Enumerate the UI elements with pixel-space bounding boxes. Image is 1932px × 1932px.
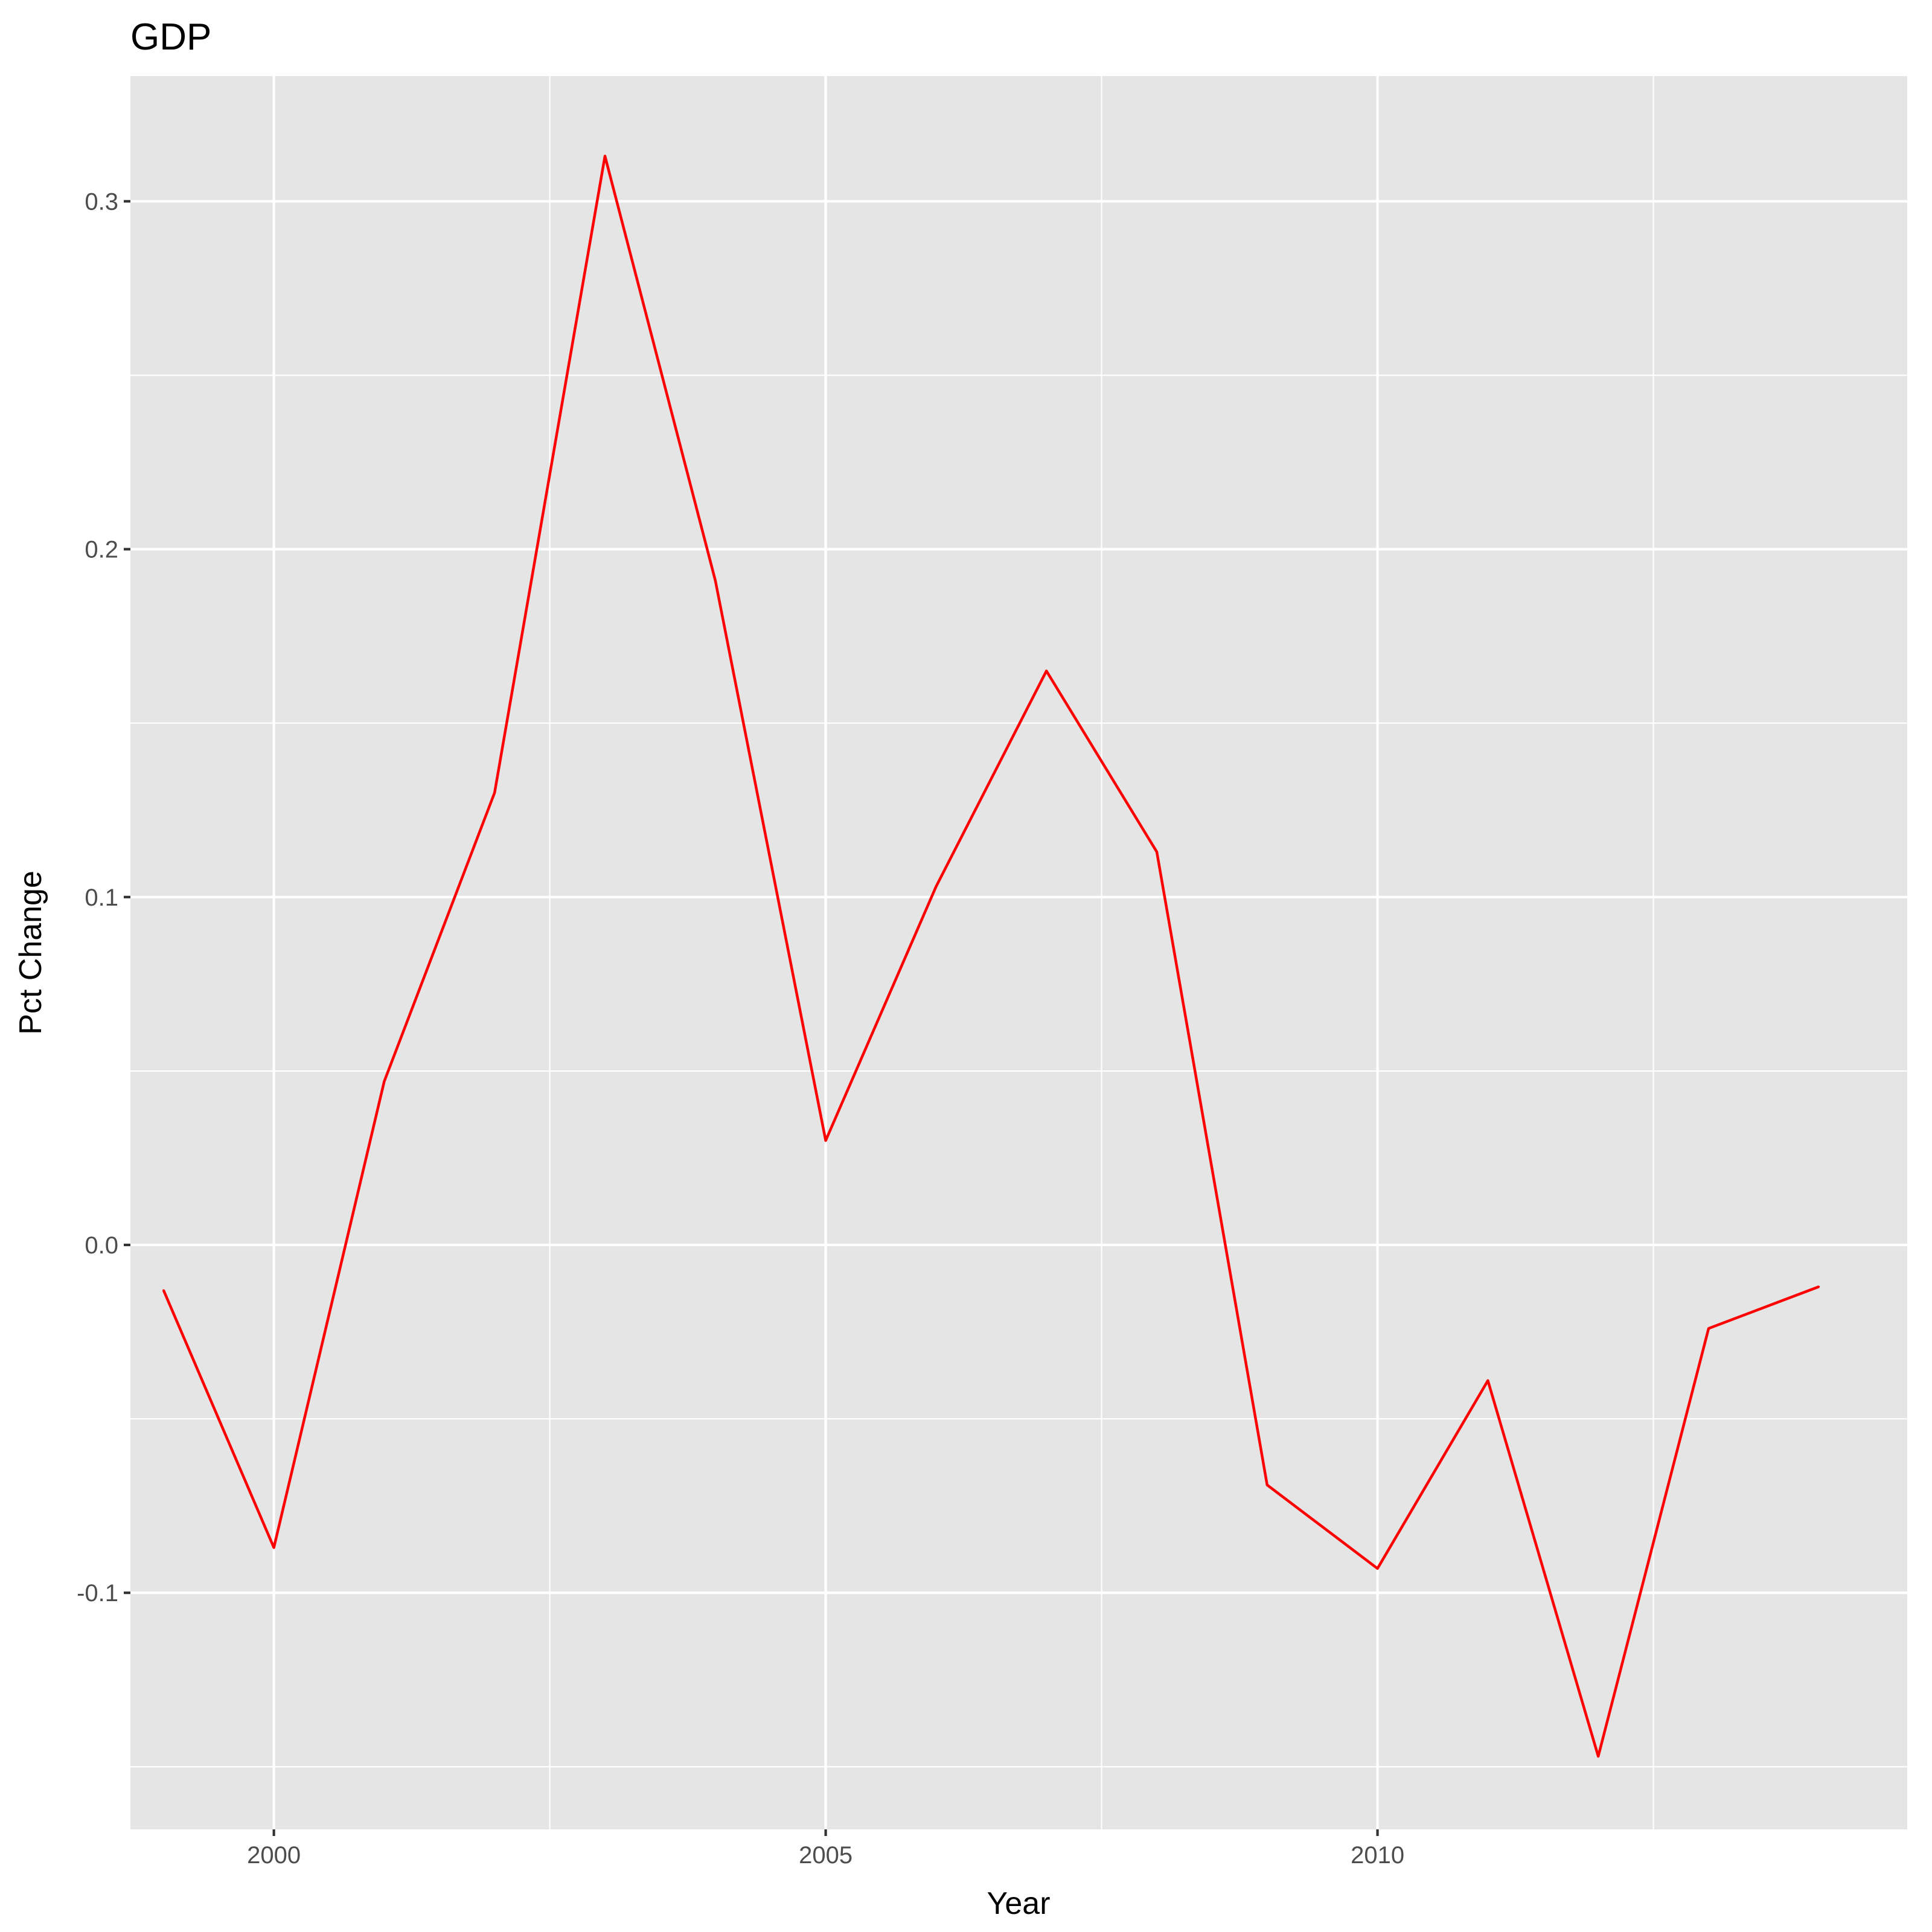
plot-panel [130, 76, 1907, 1829]
x-tick-label: 2000 [247, 1842, 301, 1869]
data-point-2006 [935, 886, 937, 888]
y-tick-label: 0.1 [85, 884, 118, 911]
y-tick-label: 0.3 [85, 188, 118, 215]
y-tick-label: 0.2 [85, 537, 118, 563]
data-point-2011 [1486, 1380, 1489, 1382]
x-tick-label: 2005 [799, 1842, 852, 1869]
data-point-2007 [1045, 670, 1048, 672]
y-axis: -0.1 0.0 0.1 0.2 0.3 [77, 188, 130, 1607]
y-axis-title: Pct Change [13, 871, 48, 1035]
data-point-2009 [1266, 1484, 1268, 1486]
data-point-2005 [825, 1139, 827, 1142]
minor-gridlines [130, 76, 1907, 1829]
x-axis-title: Year [987, 1886, 1050, 1921]
y-tick-label: -0.1 [77, 1580, 118, 1607]
data-point-2000 [273, 1546, 275, 1549]
data-point-2014 [1818, 1285, 1820, 1288]
major-gridlines [130, 76, 1907, 1829]
gdp-series-line [162, 155, 1820, 1758]
data-point-2001 [383, 1080, 385, 1083]
y-tick-label: 0.0 [85, 1232, 118, 1259]
data-point-2002 [493, 792, 496, 794]
data-point-2010 [1377, 1567, 1379, 1570]
data-point-2012 [1597, 1755, 1599, 1758]
x-tick-label: 2010 [1351, 1842, 1404, 1869]
data-point-1999 [162, 1289, 165, 1291]
data-point-2004 [714, 579, 717, 581]
chart-title: GDP [130, 16, 211, 58]
data-point-2008 [1156, 851, 1158, 853]
x-axis: 2000 2005 2010 [247, 1829, 1404, 1869]
series-layer [162, 155, 1820, 1758]
data-point-2003 [604, 155, 606, 158]
data-point-2013 [1707, 1327, 1710, 1329]
